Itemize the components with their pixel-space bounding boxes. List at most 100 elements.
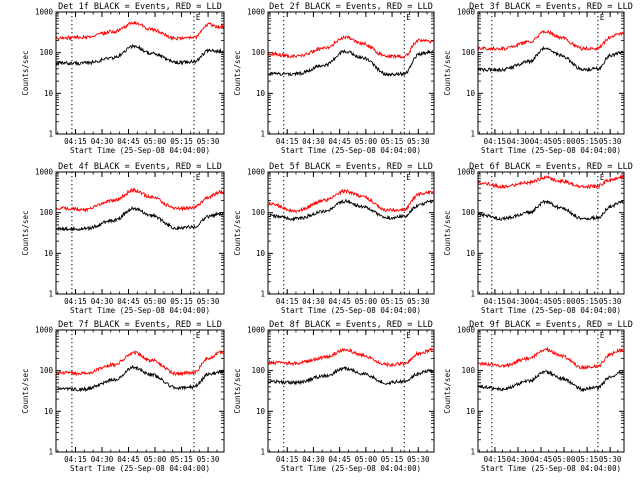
- x-tick-label: 04:30: [302, 137, 325, 146]
- x-tick-label: 04:15: [484, 455, 507, 464]
- x-axis-label: Start Time (25-Sep-08 04:04:00): [70, 146, 210, 155]
- y-tick-label: 1000: [35, 168, 54, 177]
- panel-det-3: Det 3f BLACK = Events, RED = LLD 1 10 100 10…: [443, 2, 633, 155]
- x-tick-label: 05:30: [197, 455, 220, 464]
- y-axis-label: Counts/sec: [443, 210, 452, 255]
- x-tick-label: 05:00: [144, 297, 167, 306]
- series-lld-line: [268, 188, 434, 214]
- y-tick-label: 1: [470, 448, 475, 457]
- panel-title: Det 9f BLACK = Events, RED = LLD: [469, 320, 633, 330]
- panel-title: Det 3f BLACK = Events, RED = LLD: [469, 2, 633, 12]
- x-tick-label: 05:15: [576, 137, 599, 146]
- y-tick-label: 1: [260, 290, 265, 299]
- x-tick-label: 04:15: [276, 297, 299, 306]
- y-tick-label: 10: [256, 407, 266, 416]
- y-tick-label: 1: [260, 130, 265, 139]
- plot-frame: [477, 329, 625, 453]
- y-tick-label: 100: [461, 208, 475, 217]
- y-tick-label: 1: [470, 290, 475, 299]
- series-lld-line: [478, 29, 624, 52]
- x-tick-label: 05:30: [407, 455, 430, 464]
- x-tick-label: 05:00: [553, 137, 576, 146]
- panel-det-4: Det 4f BLACK = Events, RED = LLD 1 10 100 10…: [21, 162, 225, 315]
- x-axis-label: Start Time (25-Sep-08 04:04:00): [481, 146, 621, 155]
- x-tick-label: 04:45: [530, 137, 553, 146]
- plot-frame: [55, 329, 225, 453]
- time-marker-label: E: [600, 331, 605, 340]
- y-tick-label: 10: [44, 89, 54, 98]
- x-tick-label: 05:15: [170, 137, 193, 146]
- y-tick-label: 1000: [457, 168, 476, 177]
- x-axis-label: Start Time (25-Sep-08 04:04:00): [481, 464, 621, 473]
- y-tick-label: 10: [466, 407, 476, 416]
- panel-det-2: Det 2f BLACK = Events, RED = LLD 1 10 100 10…: [233, 2, 435, 155]
- y-tick-label: 100: [251, 208, 265, 217]
- time-marker-label: E: [196, 13, 201, 22]
- x-tick-label: 05:15: [576, 297, 599, 306]
- panel-det-7: Det 7f BLACK = Events, RED = LLD 1 10 100 10…: [21, 320, 225, 473]
- series-lld-line: [478, 346, 624, 371]
- y-tick-label: 1000: [35, 326, 54, 335]
- x-tick-label: 05:00: [355, 297, 378, 306]
- panel-det-1: Det 1f BLACK = Events, RED = LLD 1 10 100 10…: [21, 2, 225, 155]
- y-tick-label: 100: [461, 48, 475, 57]
- y-tick-label: 10: [256, 89, 266, 98]
- x-tick-label: 04:15: [64, 297, 87, 306]
- series-lld-line: [56, 20, 224, 41]
- y-tick-label: 1000: [35, 8, 54, 17]
- y-axis-label: Counts/sec: [443, 50, 452, 95]
- x-tick-label: 04:30: [302, 455, 325, 464]
- y-axis-label: Counts/sec: [21, 50, 30, 95]
- x-tick-label: 04:30: [91, 137, 114, 146]
- y-tick-label: 100: [39, 48, 53, 57]
- y-axis-label: Counts/sec: [233, 368, 242, 413]
- y-tick-label: 1000: [457, 8, 476, 17]
- panel-title: Det 2f BLACK = Events, RED = LLD: [269, 2, 433, 12]
- x-tick-label: 05:30: [599, 455, 622, 464]
- x-tick-label: 05:15: [381, 297, 404, 306]
- x-tick-label: 05:15: [576, 455, 599, 464]
- x-tick-label: 04:30: [507, 455, 530, 464]
- x-tick-label: 05:15: [381, 455, 404, 464]
- series-events-line: [478, 45, 624, 73]
- x-tick-label: 05:15: [381, 137, 404, 146]
- x-tick-label: 04:30: [91, 455, 114, 464]
- y-tick-label: 1: [48, 130, 53, 139]
- plot-frame: [267, 329, 435, 453]
- series-events-line: [268, 366, 433, 386]
- x-tick-label: 05:00: [144, 455, 167, 464]
- x-tick-label: 05:00: [553, 455, 576, 464]
- y-axis-label: Counts/sec: [443, 368, 452, 413]
- panel-title: Det 4f BLACK = Events, RED = LLD: [58, 162, 222, 172]
- x-tick-label: 05:30: [407, 297, 430, 306]
- plot-frame: [55, 171, 225, 295]
- x-tick-label: 04:30: [302, 297, 325, 306]
- x-tick-label: 04:15: [484, 297, 507, 306]
- x-tick-label: 05:30: [197, 137, 220, 146]
- x-tick-label: 05:30: [599, 297, 622, 306]
- y-axis-label: Counts/sec: [233, 50, 242, 95]
- y-axis-label: Counts/sec: [21, 210, 30, 255]
- time-marker-label: E: [406, 173, 411, 182]
- x-tick-label: 04:15: [276, 137, 299, 146]
- panel-title: Det 6f BLACK = Events, RED = LLD: [469, 162, 633, 172]
- y-tick-label: 10: [466, 89, 476, 98]
- y-tick-label: 1000: [457, 326, 476, 335]
- y-tick-label: 100: [39, 366, 53, 375]
- y-tick-label: 1: [48, 290, 53, 299]
- y-tick-label: 1000: [247, 8, 266, 17]
- y-tick-label: 1: [260, 448, 265, 457]
- x-tick-label: 05:15: [170, 455, 193, 464]
- time-marker-label: E: [196, 173, 201, 182]
- plot-frame: [55, 11, 225, 135]
- y-tick-label: 100: [251, 48, 265, 57]
- plot-frame: [477, 171, 625, 295]
- panel-det-5: Det 5f BLACK = Events, RED = LLD 1 10 100 10…: [233, 162, 435, 315]
- y-axis-label: Counts/sec: [233, 210, 242, 255]
- y-tick-label: 1: [48, 448, 53, 457]
- panel-title: Det 7f BLACK = Events, RED = LLD: [58, 320, 222, 330]
- series-lld-line: [478, 174, 624, 190]
- series-lld-line: [56, 187, 224, 213]
- x-axis-label: Start Time (25-Sep-08 04:04:00): [70, 464, 210, 473]
